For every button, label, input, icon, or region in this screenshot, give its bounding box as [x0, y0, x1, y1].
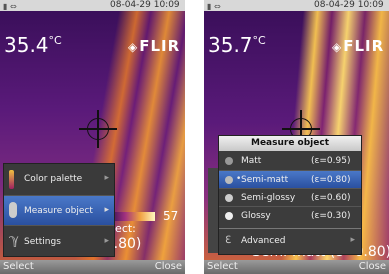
menu-item[interactable]: ℽ Settings ▸	[4, 225, 114, 256]
camera-screen: ▮ ⇔ 08-04-29 10:09 35.7°C ◈FLIR Semi-mat…	[204, 0, 389, 274]
logo-text: FLIR	[343, 37, 384, 55]
status-icons: ▮ ⇔	[3, 2, 17, 11]
option-name: Glossy	[241, 211, 271, 221]
option-emissivity: (ε=0.60)	[311, 193, 350, 203]
submenu-arrow: ▸	[104, 173, 109, 183]
menu-item[interactable]: Measure object ▸	[4, 195, 114, 225]
object-icon	[9, 202, 17, 218]
option-icon	[225, 157, 233, 165]
option-icon	[225, 194, 233, 202]
status-icons: ▮ ⇔	[207, 2, 221, 11]
temperature: 35.4°C	[4, 33, 62, 57]
menu-option[interactable]: Semi-glossy (ε=0.60)	[219, 188, 361, 206]
logo: ◈FLIR	[128, 37, 180, 55]
measure-menu: Measure object Matt (ε=0.95) • Semi-matt…	[218, 135, 362, 255]
option-emissivity: (ε=0.80)	[311, 175, 350, 185]
submenu-arrow: ▸	[350, 235, 355, 245]
status-bar: ▮ ⇔ 08-04-29 10:09	[0, 0, 185, 11]
logo-text: FLIR	[139, 37, 180, 55]
menu-item[interactable]: Color palette ▸	[4, 164, 114, 195]
menu-label: Color palette	[24, 174, 82, 184]
submenu-arrow: ▸	[104, 205, 109, 215]
datetime: 08-04-29 10:09	[314, 0, 384, 10]
page: ▮ ⇔ 08-04-29 10:09 35.4°C ◈FLIR 57 ject:…	[0, 0, 389, 274]
softkey-left[interactable]: Select	[3, 261, 34, 272]
menu-label: Settings	[24, 237, 61, 247]
temperature-unit: °C	[253, 34, 266, 47]
option-icon	[225, 212, 233, 220]
settings-icon: ℽ	[9, 232, 19, 248]
advanced-icon: ℇ	[225, 235, 231, 246]
softkey-right[interactable]: Close	[155, 261, 182, 272]
option-icon	[225, 176, 233, 184]
option-name: Semi-matt	[241, 175, 288, 185]
option-name: Matt	[241, 156, 261, 166]
temperature-unit: °C	[49, 34, 62, 47]
option-name: Advanced	[241, 236, 285, 246]
main-menu: Color palette ▸ Measure object ▸ ℽ Setti…	[3, 163, 115, 257]
menu-option[interactable]: Glossy (ε=0.30)	[219, 206, 361, 224]
datetime: 08-04-29 10:09	[110, 0, 180, 10]
scale-max: 57	[163, 209, 178, 223]
option-emissivity: (ε=0.95)	[311, 156, 350, 166]
softkey-bar: Select Close	[204, 260, 389, 274]
softkey-left[interactable]: Select	[207, 261, 238, 272]
color-scale	[110, 212, 155, 221]
camera-screen: ▮ ⇔ 08-04-29 10:09 35.4°C ◈FLIR 57 ject:…	[0, 0, 185, 274]
logo: ◈FLIR	[332, 37, 384, 55]
crosshair	[87, 118, 109, 140]
temperature-value: 35.4	[4, 33, 49, 57]
option-name: Semi-glossy	[241, 193, 295, 203]
menu-option[interactable]: • Semi-matt (ε=0.80)	[219, 170, 361, 188]
palette-icon	[9, 170, 14, 189]
temperature: 35.7°C	[208, 33, 266, 57]
option-emissivity: (ε=0.30)	[311, 211, 350, 221]
menu-title: Measure object	[219, 136, 361, 151]
submenu-arrow: ▸	[104, 236, 109, 246]
menu-label: Measure object	[24, 206, 93, 216]
softkey-bar: Select Close	[0, 260, 185, 274]
status-bar: ▮ ⇔ 08-04-29 10:09	[204, 0, 389, 11]
menu-option[interactable]: ℇ Advanced ▸	[219, 228, 361, 252]
softkey-right[interactable]: Close	[359, 261, 386, 272]
menu-option[interactable]: Matt (ε=0.95)	[219, 152, 361, 170]
hidden-menu	[208, 168, 218, 253]
temperature-value: 35.7	[208, 33, 253, 57]
measure-label: ject:	[112, 222, 136, 235]
